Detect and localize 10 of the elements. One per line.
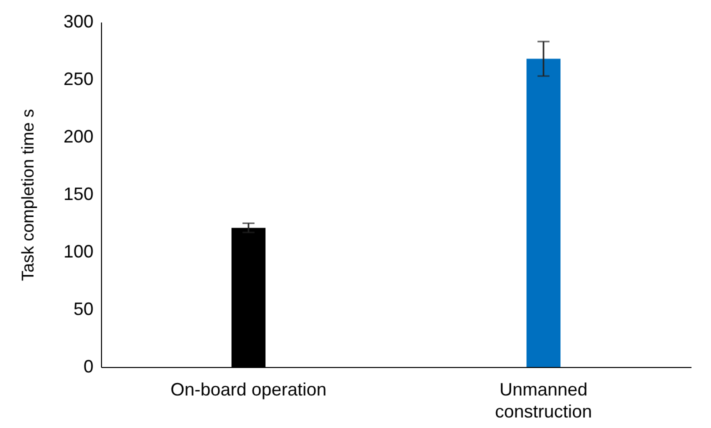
y-tick-label: 50: [73, 299, 94, 319]
y-tick-label: 250: [63, 69, 94, 89]
y-tick-label: 150: [63, 184, 94, 204]
y-tick-label: 0: [83, 356, 94, 376]
y-tick-label: 300: [63, 12, 94, 32]
y-tick-label: 200: [63, 126, 94, 146]
y-tick-label: 100: [63, 242, 94, 262]
x-tick-label: On-board operation: [170, 380, 327, 400]
y-axis-title: Task completion time s: [18, 109, 38, 281]
x-tick-label: Unmanned construction: [494, 380, 592, 422]
